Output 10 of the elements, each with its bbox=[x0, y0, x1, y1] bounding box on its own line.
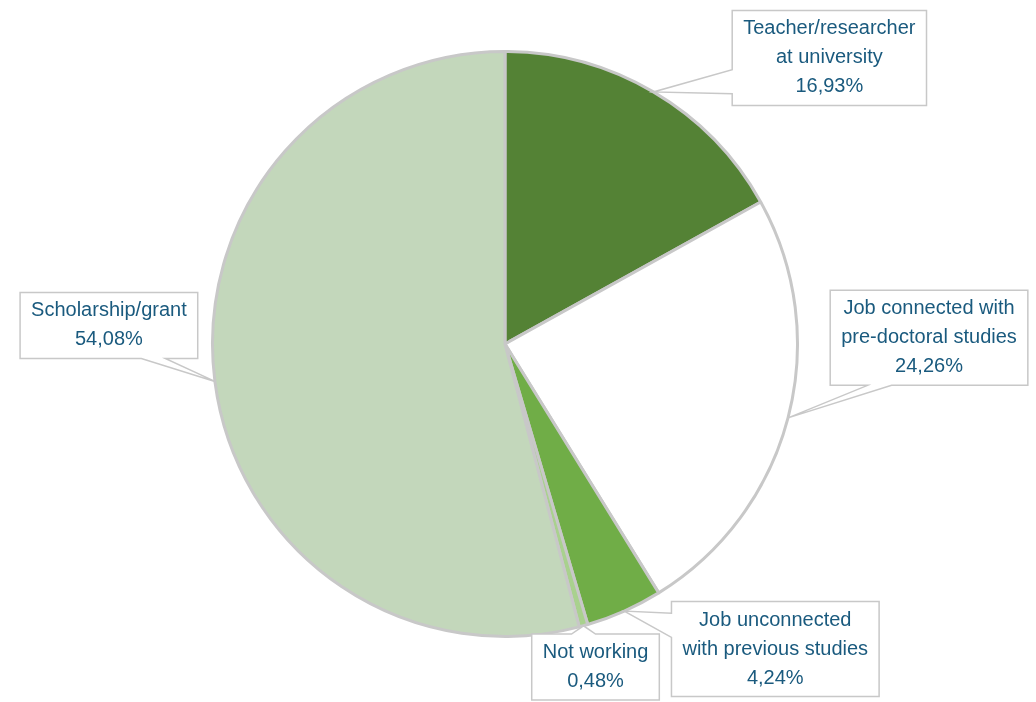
slice-label: Not working bbox=[542, 640, 649, 663]
slice-label: Job connected with pre-doctoral studies bbox=[841, 296, 1017, 348]
data-label: 4,24% bbox=[746, 665, 804, 688]
slice-label: Job unconnected with previous studies bbox=[681, 607, 869, 659]
data-label: 0,48% bbox=[567, 669, 625, 692]
slice-label: Teacher/researcher at university bbox=[743, 16, 916, 68]
data-label: 24,26% bbox=[895, 354, 964, 377]
data-label: 54,08% bbox=[74, 327, 144, 350]
data-label: 16,93% bbox=[795, 74, 864, 97]
slice-label: Scholarship/grant bbox=[31, 298, 188, 321]
